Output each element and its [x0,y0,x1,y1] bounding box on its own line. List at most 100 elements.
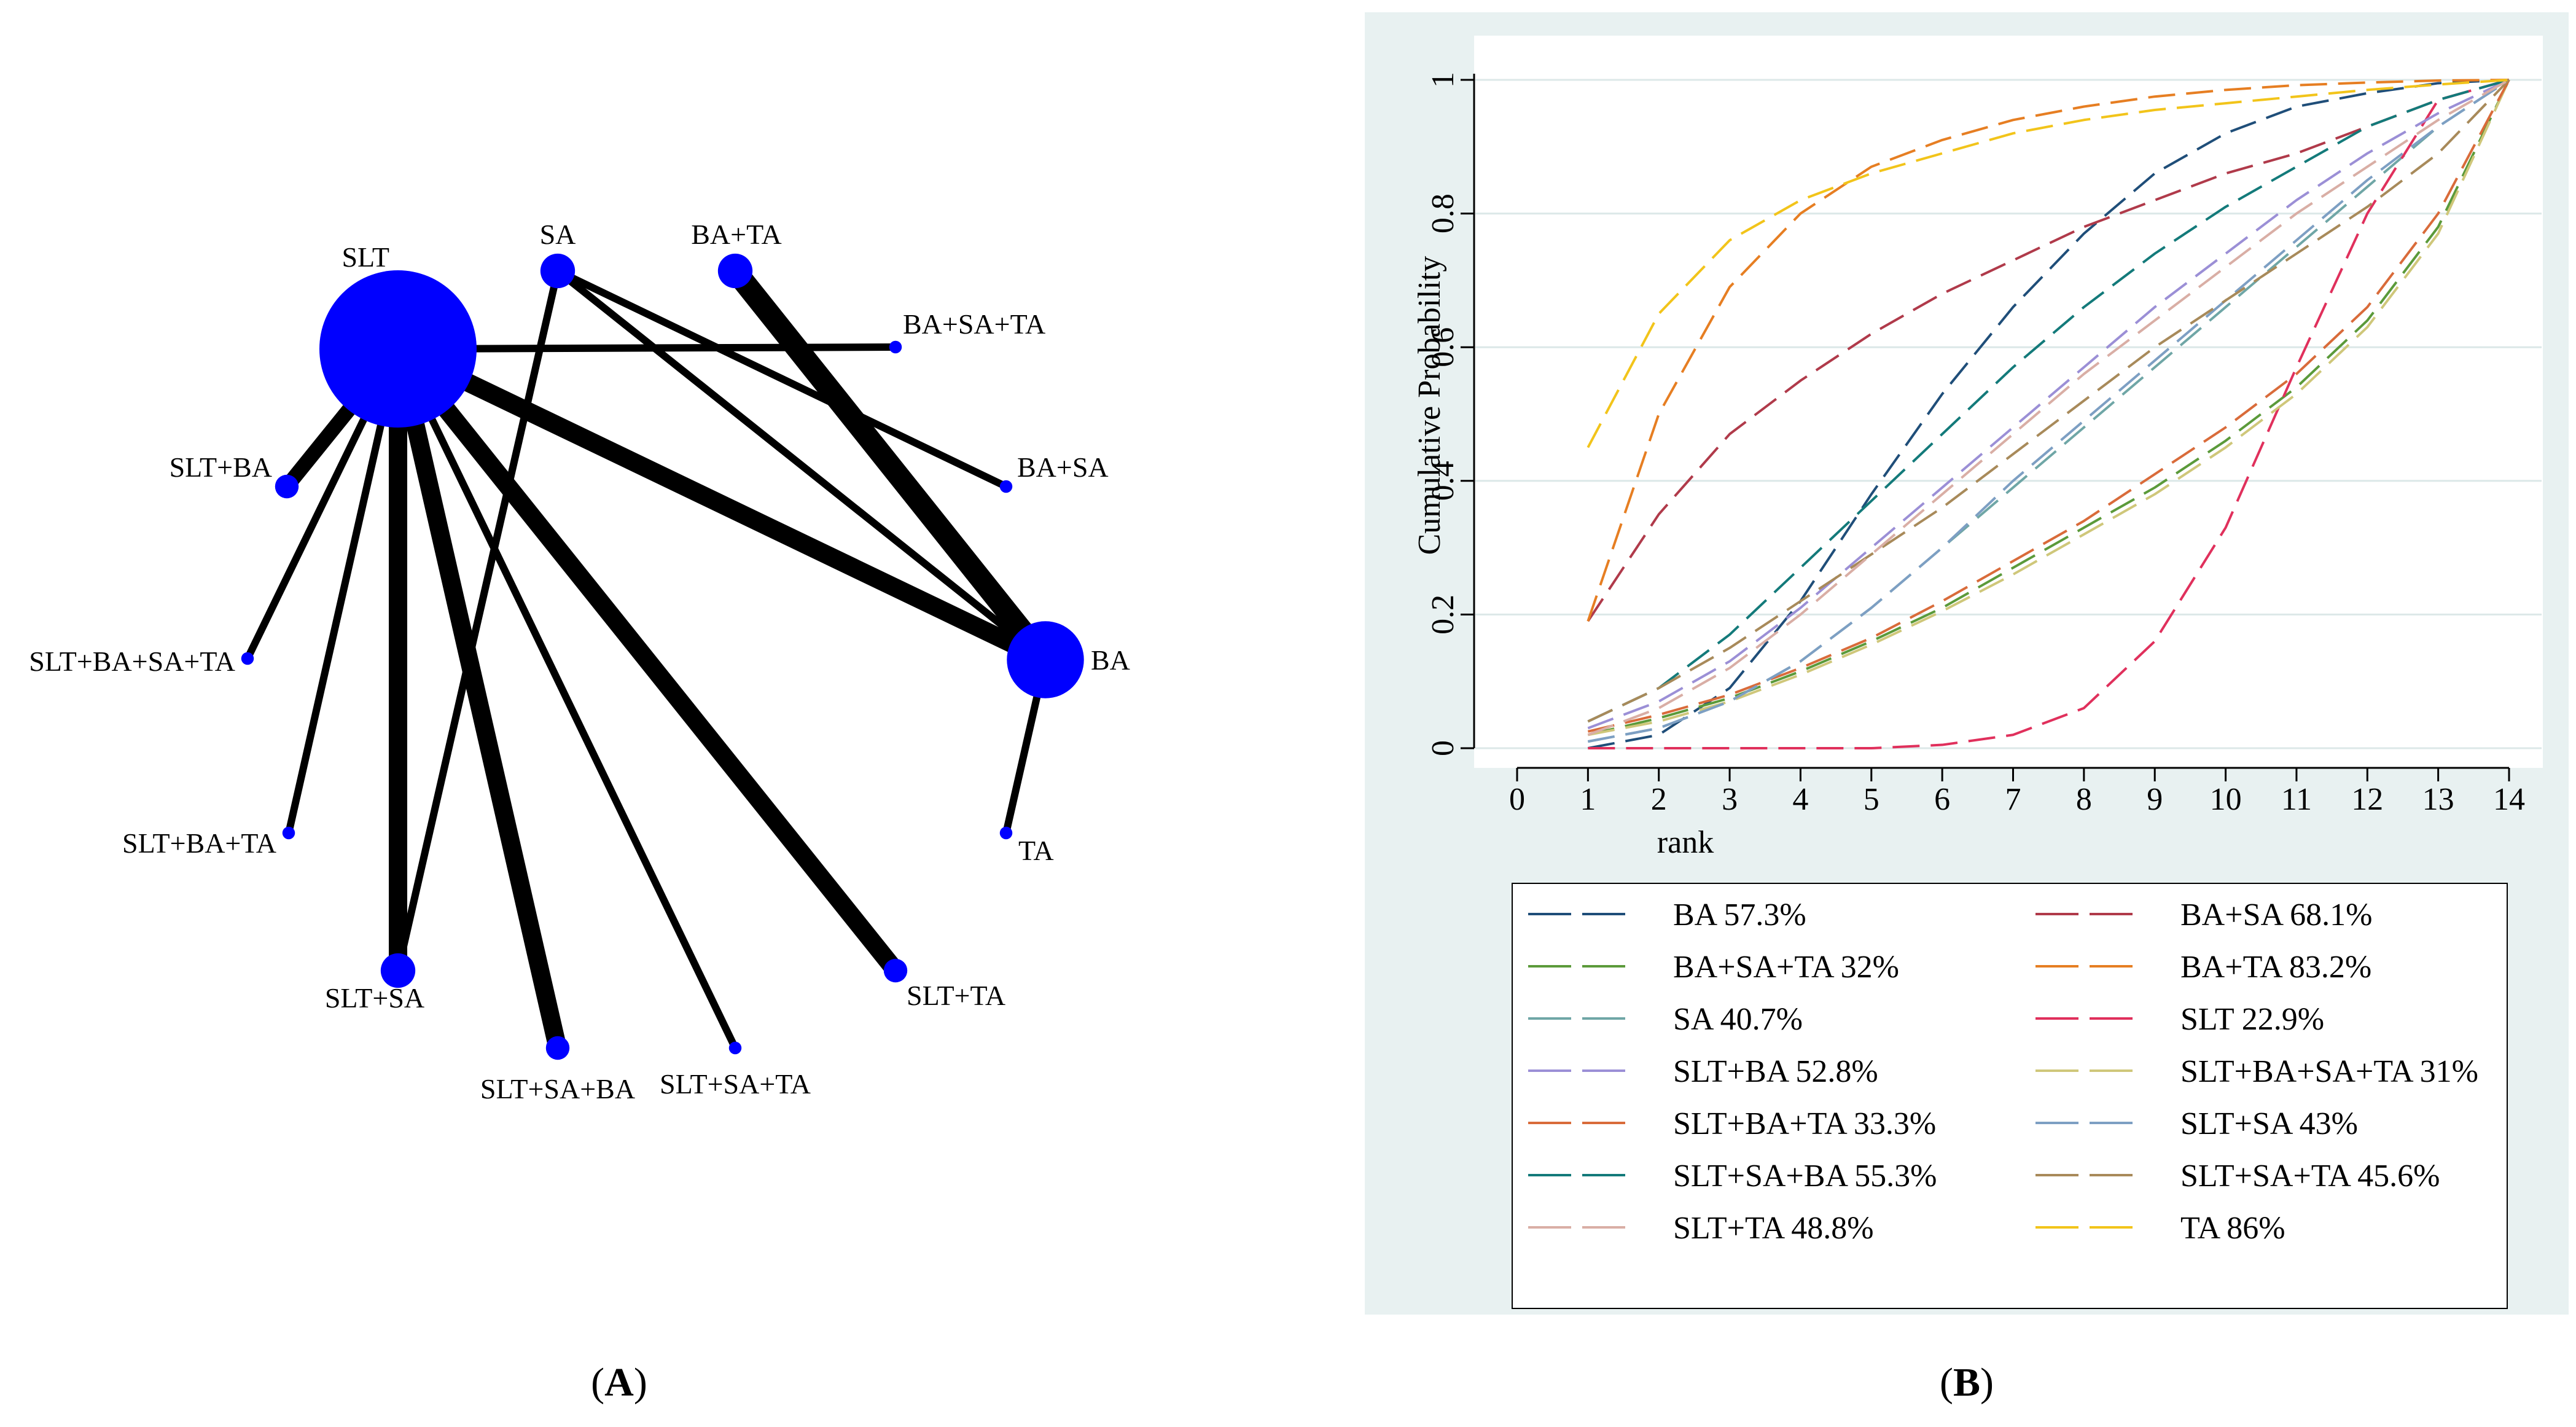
y-axis-title: Cumulative Probability [1412,256,1447,555]
x-tick-label: 14 [2493,782,2525,817]
series-line-slt-plus-sa-plus-ba-55-3pct [1587,79,2510,723]
node-label-ba: BA [1091,644,1130,676]
x-axis-title: rank [1657,825,1714,860]
edge-slt-to-slt-plus-sa-plus-ta [394,347,739,1050]
legend-item: BA+SA+TA 32% [1528,950,1899,985]
edge-slt-to-slt-plus-sa-plus-ba [389,346,567,1050]
node-label-slt-plus-sa-plus-ba: SLT+SA+BA [480,1073,635,1104]
legend: BA 57.3% BA+SA 68.1% BA+SA+TA 32% BA+TA 83.… [1528,897,2478,1246]
series-line-slt-plus-sa-plus-ta-45-6pct [1587,79,2510,723]
node-label-ba-plus-ta: BA+TA [691,219,781,250]
series-line-slt-plus-ta-48-8pct [1587,79,2510,737]
node-slt-plus-ba-plus-ta [282,826,295,840]
legend-item: SLT 22.9% [2035,1002,2324,1037]
node-label-ba-plus-sa: BA+SA [1017,452,1109,483]
legend-item: SLT+SA+BA 55.3% [1528,1159,1937,1194]
node-slt-plus-ba-plus-sa-plus-ta [241,652,254,665]
node-label-slt-plus-sa-plus-ta: SLT+SA+TA [660,1068,811,1100]
panel-b-label: (B) [1940,1360,1994,1405]
legend-item: BA+SA 68.1% [2035,897,2372,932]
series-line-slt-plus-ba-plus-ta-33-3pct [1587,79,2510,733]
y-tick-label: 0 [1426,740,1461,756]
legend-item: SLT+BA 52.8% [1528,1054,1878,1089]
legend-label: SLT 22.9% [2180,1002,2324,1037]
series-line-ta-86pct [1587,79,2510,448]
node-slt-plus-sa [380,953,416,988]
node-label-ta: TA [1018,835,1054,866]
legend-box [1512,883,2508,1309]
node-slt-plus-sa-plus-ta [728,1041,742,1055]
legend-label: SLT+SA 43% [2180,1106,2358,1141]
x-tick-label: 9 [2147,782,2163,817]
legend-item: SLT+SA+TA 45.6% [2035,1159,2440,1194]
series-line-ba-plus-sa-68-1pct [1587,79,2510,622]
node-ta [999,826,1013,840]
series-line-slt-plus-ba-plus-sa-plus-ta-31pct [1587,79,2510,737]
y-ticks: 0 0.2 0.4 0.6 0.8 1 [1426,72,1474,756]
legend-label: SLT+SA+TA 45.6% [2180,1159,2440,1194]
x-tick-label: 11 [2281,782,2312,817]
legend-item: SLT+SA 43% [2035,1106,2358,1141]
legend-item: SLT+BA+SA+TA 31% [2035,1054,2478,1089]
legend-item: BA+TA 83.2% [2035,950,2371,985]
x-tick-label: 0 [1509,782,1525,817]
y-tick-label: 0.6 [1426,327,1461,367]
series-lines [1587,79,2510,749]
x-tick-label: 5 [1864,782,1879,817]
node-slt-plus-ba [275,474,299,499]
x-tick-label: 6 [1934,782,1950,817]
cumulative-ranking-chart: 00.20.40.60.81 0 1 2 3 4 5 6 7 8 9 10 11 12 13 14 Cumu… [1365,12,2569,1315]
series-line-slt-plus-sa-43pct [1587,79,2510,743]
node-sa [540,253,576,289]
legend-item: SLT+TA 48.8% [1528,1211,1874,1246]
node-label-sa: SA [540,219,576,250]
edge-slt-to-slt-plus-ta [391,343,903,977]
node-slt-plus-sa-plus-ba [545,1036,570,1060]
y-tick-label: 0.2 [1426,595,1461,635]
node-ba-plus-sa-plus-ta [889,340,902,354]
edge-ba-plus-ta-to-ba [726,264,1055,667]
x-tick-label: 10 [2210,782,2242,817]
network-plot: SLT SA BA+TA BA+SA+TA SLT+BA BA+SA SLT+BA+SA+T… [29,219,1130,1104]
plot-area [1474,36,2543,768]
node-ba-plus-sa [999,480,1013,493]
node-slt [319,270,477,428]
edge-slt-to-ba [394,340,1050,668]
y-tick-label: 1 [1426,72,1461,88]
network-nodes [241,253,1084,1060]
x-ticks: 0 1 2 3 4 5 6 7 8 9 10 11 12 13 14 [1509,768,2525,817]
edge-sa-to-ba-plus-sa [556,267,1008,490]
x-tick-label: 7 [2005,782,2021,817]
legend-label: SLT+SA+BA 55.3% [1673,1159,1937,1194]
y-tick-label: 0.4 [1426,461,1461,501]
legend-item: BA 57.3% [1528,897,1806,932]
node-label-slt-plus-ba: SLT+BA [170,452,272,483]
legend-label: SLT+BA 52.8% [1673,1054,1878,1089]
x-tick-label: 12 [2351,782,2383,817]
panel-a-label: (A) [591,1360,647,1405]
legend-label: BA 57.3% [1673,897,1806,932]
node-ba [1007,621,1084,698]
y-tick-label: 0.8 [1426,194,1461,233]
node-label-slt-plus-ba-plus-sa-plus-ta: SLT+BA+SA+TA [29,646,235,677]
legend-label: BA+TA 83.2% [2180,950,2371,985]
node-ba-plus-ta [717,253,753,289]
series-line-ba-plus-ta-83-2pct [1587,79,2510,622]
legend-label: SLT+TA 48.8% [1673,1211,1874,1246]
x-tick-label: 1 [1580,782,1596,817]
node-label-slt: SLT [342,241,389,273]
series-line-ba-57-3pct [1587,79,2510,749]
x-tick-label: 8 [2076,782,2092,817]
legend-label: BA+SA 68.1% [2180,897,2372,932]
x-tick-label: 3 [1722,782,1738,817]
network-edges [244,264,1055,1050]
legend-label: SLT+BA+TA 33.3% [1673,1106,1936,1141]
legend-label: TA 86% [2180,1211,2285,1246]
legend-item: SA 40.7% [1528,1002,1803,1037]
x-tick-label: 13 [2422,782,2454,817]
legend-label: SA 40.7% [1673,1002,1803,1037]
legend-item: SLT+BA+TA 33.3% [1528,1106,1936,1141]
node-label-slt-plus-ta: SLT+TA [907,980,1005,1011]
edge-slt-to-slt-plus-ba-plus-ta [285,348,402,834]
